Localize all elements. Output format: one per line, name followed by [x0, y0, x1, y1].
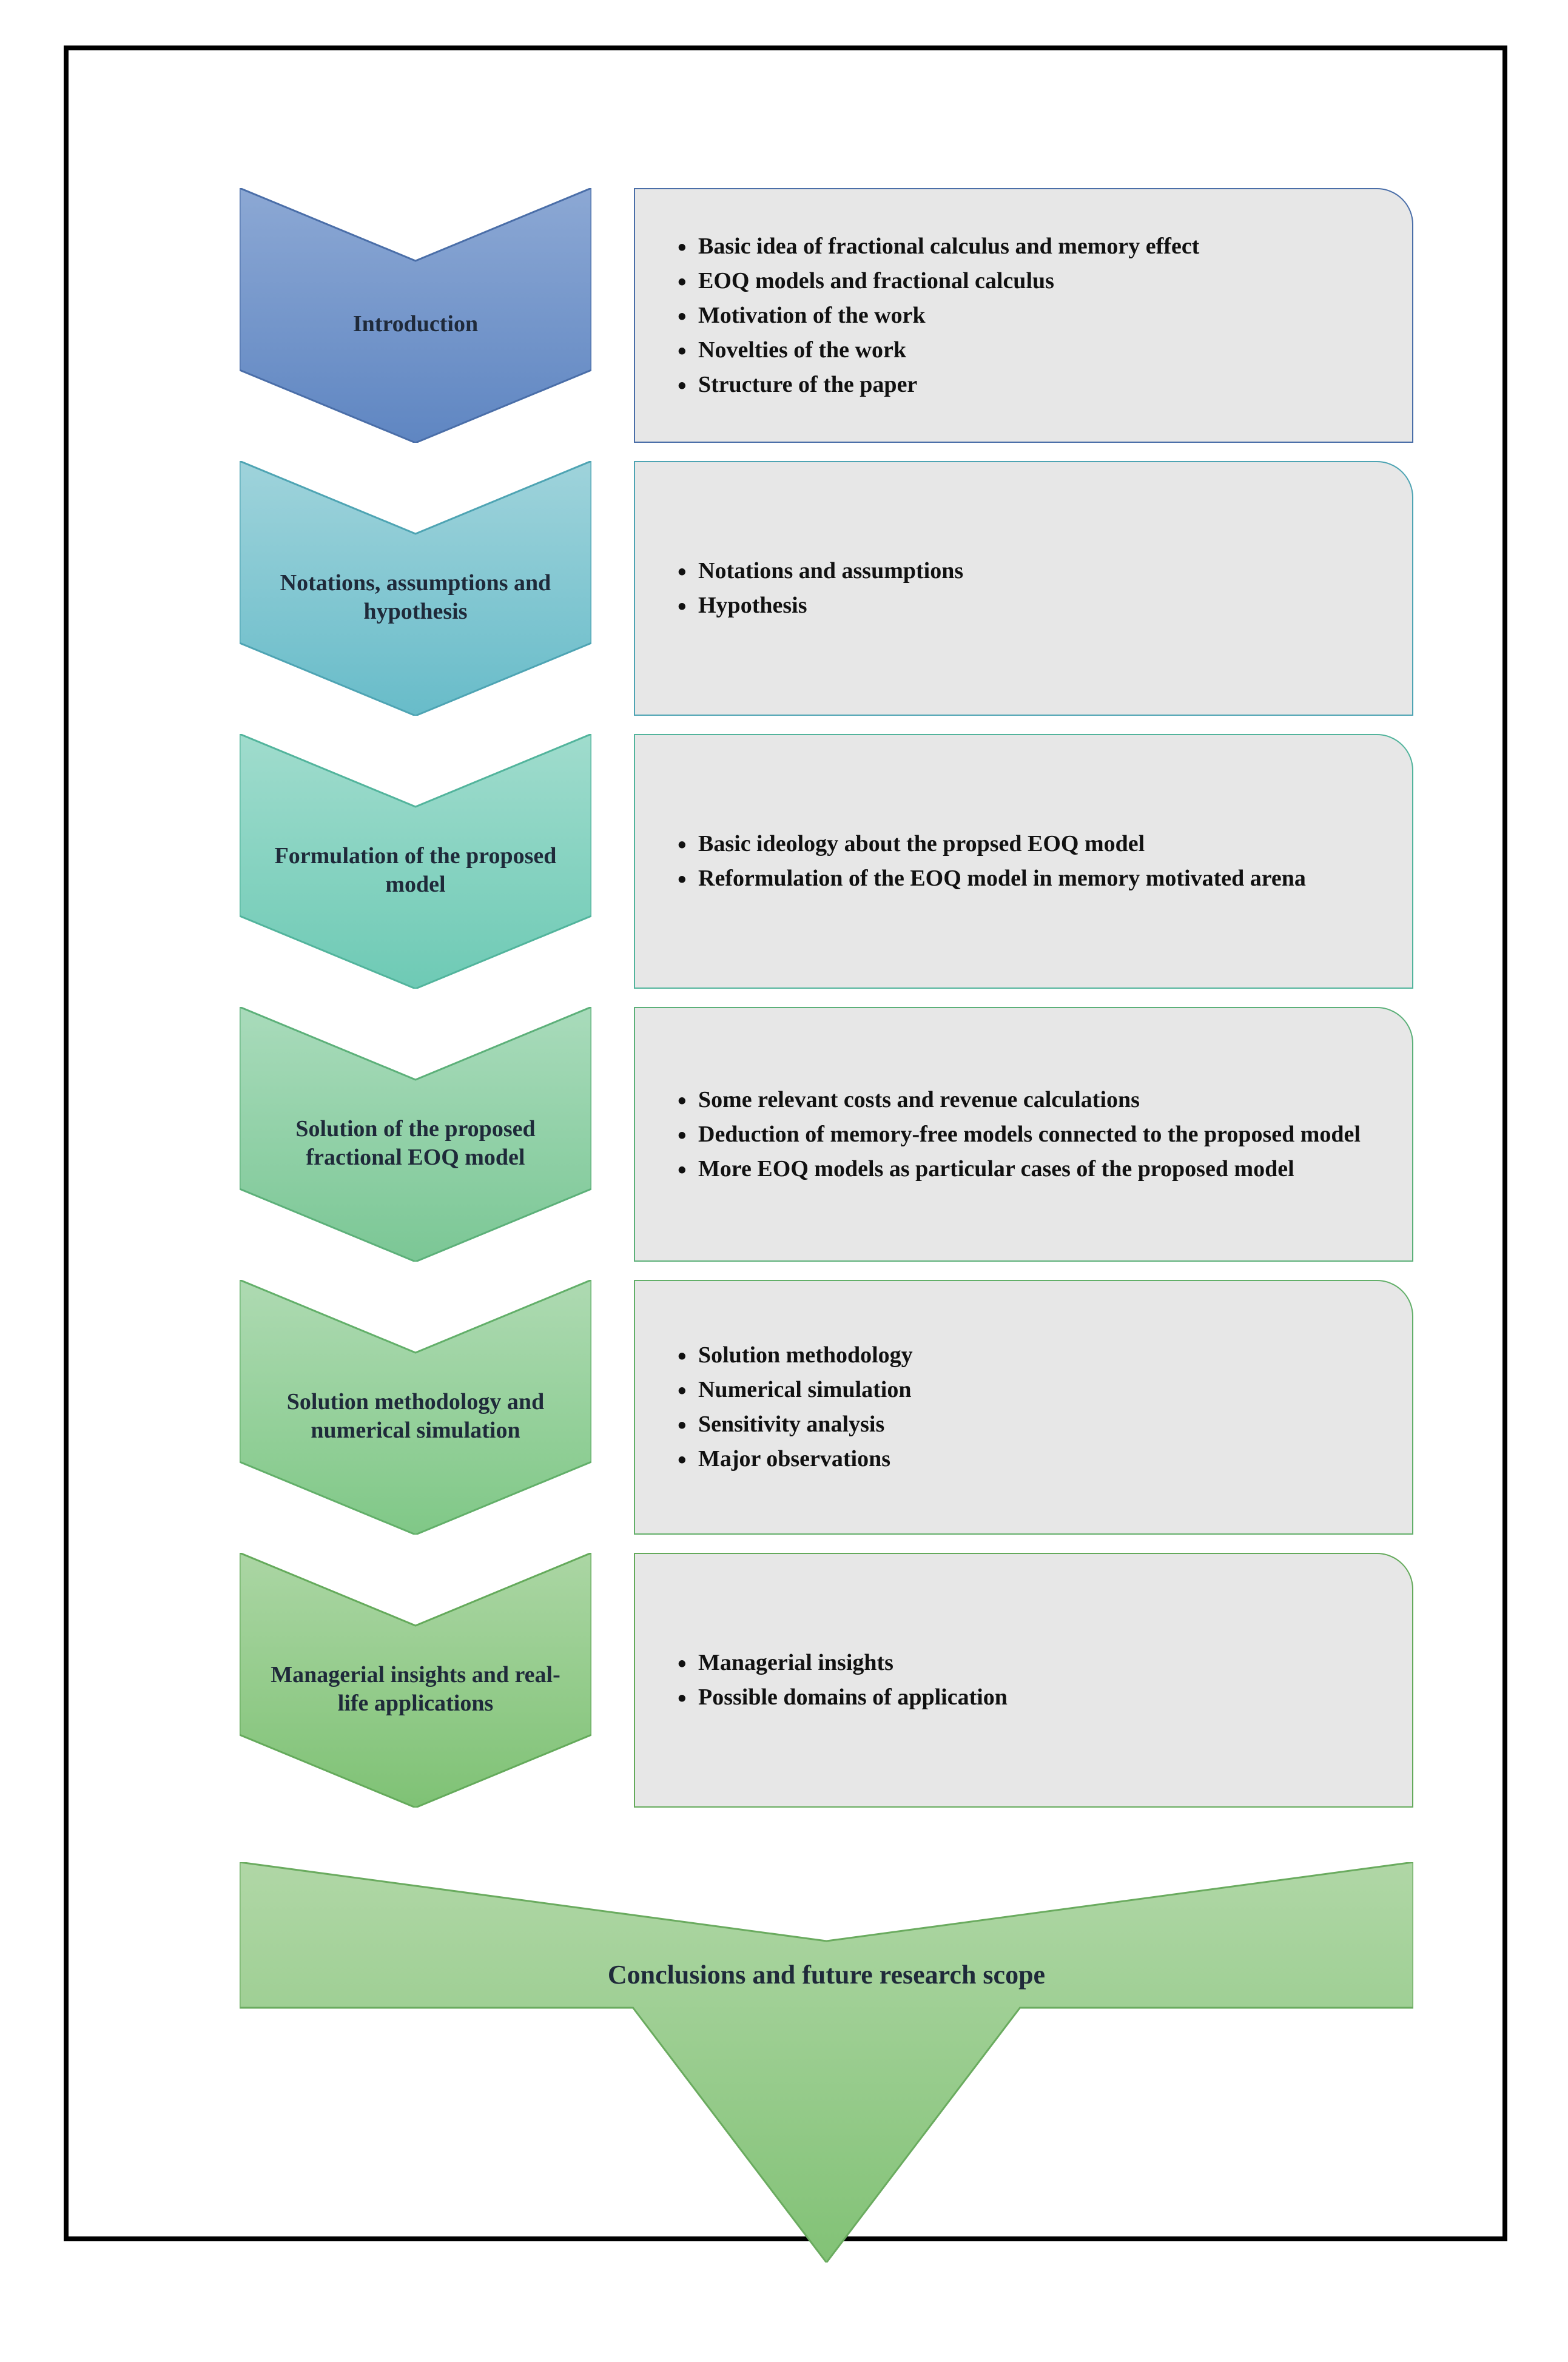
section-chevron-label: Introduction: [353, 292, 478, 339]
section-bullet: Novelties of the work: [678, 333, 1376, 368]
section-bullet: EOQ models and fractional calculus: [678, 264, 1376, 298]
section-bullet-list: Basic ideology about the propsed EOQ mod…: [678, 827, 1376, 896]
section-bullet: Numerical simulation: [678, 1373, 1376, 1407]
section-chevron: Solution methodology and numerical simul…: [240, 1280, 591, 1535]
conclusion-label: Conclusions and future research scope: [608, 1862, 1045, 1990]
section-bullet-list: Managerial insightsPossible domains of a…: [678, 1646, 1376, 1715]
section-bullet: Hypothesis: [678, 588, 1376, 623]
section-chevron: Managerial insights and real-life applic…: [240, 1553, 591, 1808]
section-bullet-list: Notations and assumptionsHypothesis: [678, 554, 1376, 623]
section-chevron: Introduction: [240, 188, 591, 443]
section-bullet-list: Solution methodologyNumerical simulation…: [678, 1338, 1376, 1476]
section-bullet: Basic idea of fractional calculus and me…: [678, 229, 1376, 264]
section-bullet: Managerial insights: [678, 1646, 1376, 1680]
section-bullet: Motivation of the work: [678, 298, 1376, 333]
section-bullet: Basic ideology about the propsed EOQ mod…: [678, 827, 1376, 861]
section-chevron: Formulation of the proposed model: [240, 734, 591, 989]
section-detail-box: Basic ideology about the propsed EOQ mod…: [634, 734, 1413, 989]
section-bullet: More EOQ models as particular cases of t…: [678, 1152, 1376, 1186]
conclusion-chevron: Conclusions and future research scope: [240, 1862, 1413, 2263]
page: Introduction Basic idea of fractional cal…: [0, 0, 1568, 2362]
section-bullet: Sensitivity analysis: [678, 1407, 1376, 1442]
section-detail-box: Some relevant costs and revenue calculat…: [634, 1007, 1413, 1262]
section-bullet: Solution methodology: [678, 1338, 1376, 1373]
section-detail-box: Solution methodologyNumerical simulation…: [634, 1280, 1413, 1535]
section-bullet-list: Basic idea of fractional calculus and me…: [678, 229, 1376, 402]
section-bullet: Some relevant costs and revenue calculat…: [678, 1083, 1376, 1117]
section-bullet: Notations and assumptions: [678, 554, 1376, 588]
section-bullet: Reformulation of the EOQ model in memory…: [678, 861, 1376, 896]
section-chevron: Solution of the proposed fractional EOQ …: [240, 1007, 591, 1262]
section-detail-box: Managerial insightsPossible domains of a…: [634, 1553, 1413, 1808]
section-chevron-label: Formulation of the proposed model: [264, 824, 567, 900]
section-bullet: Major observations: [678, 1442, 1376, 1476]
section-chevron-label: Notations, assumptions and hypothesis: [264, 551, 567, 627]
section-bullet-list: Some relevant costs and revenue calculat…: [678, 1083, 1376, 1186]
section-bullet: Possible domains of application: [678, 1680, 1376, 1715]
section-detail-box: Notations and assumptionsHypothesis: [634, 461, 1413, 716]
section-bullet: Deduction of memory-free models connecte…: [678, 1117, 1376, 1152]
section-chevron: Notations, assumptions and hypothesis: [240, 461, 591, 716]
section-chevron-label: Solution methodology and numerical simul…: [264, 1370, 567, 1445]
section-chevron-label: Solution of the proposed fractional EOQ …: [264, 1097, 567, 1173]
section-detail-box: Basic idea of fractional calculus and me…: [634, 188, 1413, 443]
section-bullet: Structure of the paper: [678, 368, 1376, 402]
section-chevron-label: Managerial insights and real-life applic…: [264, 1643, 567, 1718]
